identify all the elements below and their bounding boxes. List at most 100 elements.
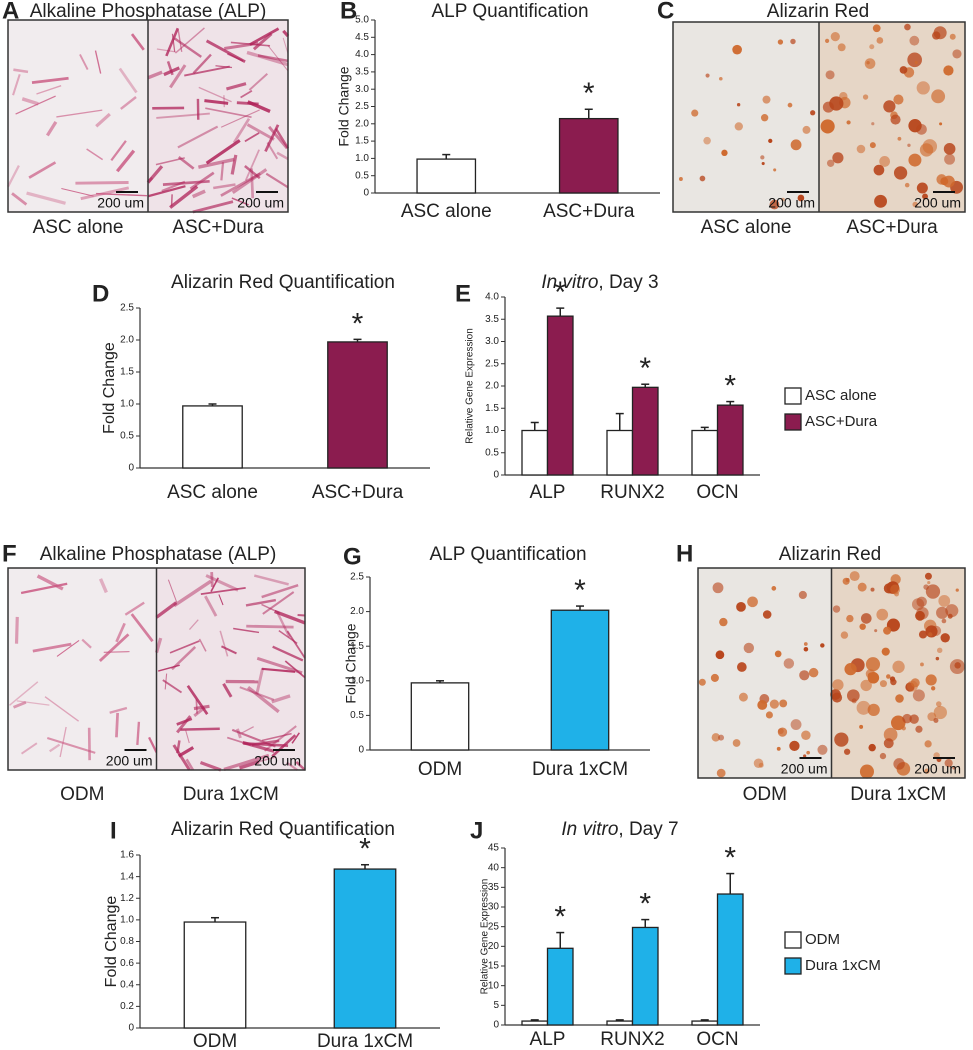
- stain-fiber: [59, 726, 67, 758]
- micrograph-background: [8, 20, 148, 212]
- stain-nodule: [920, 662, 924, 667]
- micrograph-background: [156, 568, 305, 770]
- panel-title: Alizarin Red: [767, 1, 869, 22]
- stain-nodule: [765, 711, 773, 719]
- stain-fiber: [221, 645, 237, 655]
- y-tick-label: 2.0: [120, 335, 134, 346]
- stain-nodule: [883, 727, 898, 742]
- x-tick-label: Dura 1xCM: [532, 759, 628, 780]
- stain-fiber: [231, 168, 268, 195]
- stain-nodule: [743, 642, 755, 654]
- stain-nodule: [856, 700, 871, 715]
- legend-label: ASC alone: [805, 387, 877, 404]
- stain-nodule: [753, 758, 764, 769]
- bar: [691, 1020, 719, 1026]
- stain-nodule: [952, 49, 962, 59]
- y-tick-label: 1.0: [350, 675, 364, 686]
- y-tick-label: 35: [488, 882, 500, 893]
- stain-nodule: [923, 584, 929, 590]
- bar: [550, 609, 610, 751]
- y-axis-label: Relative Gene Expression: [480, 879, 491, 995]
- stain-fiber: [215, 65, 233, 69]
- stain-nodule: [940, 633, 950, 643]
- stain-fiber: [115, 149, 136, 173]
- bar: [546, 315, 574, 476]
- stain-fiber: [232, 117, 251, 144]
- stain-nodule: [803, 642, 808, 646]
- stain-nodule: [859, 724, 864, 729]
- stain-fiber: [219, 630, 229, 657]
- stain-nodule: [711, 733, 721, 742]
- image-caption: ODM: [60, 784, 104, 805]
- x-tick-label: ASC+Dura: [312, 482, 404, 503]
- stain-nodule: [912, 689, 925, 702]
- stain-fiber: [184, 65, 230, 77]
- chart-title: In vitro, Day 7: [561, 819, 678, 840]
- stain-nodule: [799, 670, 810, 681]
- micrograph-background: [148, 20, 288, 212]
- legend-swatch: [784, 931, 802, 949]
- y-axis-label: Fold Change: [101, 342, 118, 434]
- stain-fiber: [166, 60, 174, 76]
- stain-nodule: [790, 139, 802, 151]
- stain-nodule: [771, 586, 777, 591]
- stain-nodule: [851, 698, 857, 704]
- stain-fiber: [171, 33, 176, 52]
- panel-letter: I: [110, 817, 117, 844]
- stain-fiber: [12, 700, 27, 709]
- stain-fiber: [186, 685, 209, 715]
- stain-fiber: [164, 673, 168, 690]
- title-part: , Day 7: [618, 819, 678, 840]
- y-tick-label: 4.0: [485, 292, 499, 303]
- stain-nodule: [721, 149, 728, 157]
- y-tick-label: 1.6: [120, 850, 134, 861]
- stain-nodule: [769, 199, 780, 210]
- stain-fiber: [205, 139, 241, 165]
- stain-fiber: [261, 603, 281, 614]
- stain-nodule: [938, 595, 951, 607]
- stain-fiber: [172, 744, 191, 771]
- stain-fiber: [220, 172, 261, 197]
- stain-nodule: [834, 732, 849, 747]
- stain-nodule: [820, 119, 835, 134]
- panel-title: Alizarin Red: [779, 544, 881, 565]
- stain-fiber: [193, 706, 206, 717]
- stain-nodule: [949, 33, 956, 40]
- stain-nodule: [832, 692, 843, 703]
- stain-fiber: [274, 127, 290, 149]
- stain-fiber: [226, 52, 244, 62]
- stain-nodule: [925, 674, 937, 686]
- scale-label: 200 um: [781, 761, 828, 777]
- y-tick-label: 1.0: [120, 399, 134, 410]
- significance-mark: *: [359, 833, 371, 866]
- stain-nodule: [760, 155, 765, 160]
- stain-fiber: [118, 67, 138, 94]
- stain-fiber: [255, 668, 265, 695]
- stain-fiber: [224, 41, 259, 51]
- stain-nodule: [699, 175, 706, 182]
- stain-nodule: [907, 52, 922, 68]
- stain-nodule: [879, 156, 891, 167]
- stain-nodule: [762, 610, 772, 619]
- stain-fiber: [95, 112, 111, 128]
- stain-fiber: [26, 191, 66, 205]
- stain-fiber: [174, 27, 205, 54]
- micrograph: [7, 20, 148, 212]
- stain-fiber: [204, 99, 229, 105]
- stain-fiber: [192, 53, 212, 75]
- stain-nodule: [902, 713, 912, 724]
- legend-label: ASC+Dura: [805, 413, 878, 430]
- bar: [521, 429, 549, 476]
- stain-fiber: [170, 194, 173, 207]
- stain-nodule: [859, 764, 874, 779]
- x-tick-label: ASC alone: [167, 482, 258, 503]
- stain-nodule: [832, 679, 844, 691]
- stain-nodule: [762, 95, 771, 104]
- y-tick-label: 3.5: [355, 67, 369, 78]
- y-axis-label: Fold Change: [343, 623, 359, 703]
- y-tick-label: 4.0: [355, 49, 369, 60]
- stain-nodule: [801, 730, 811, 741]
- stain-fiber: [195, 699, 198, 714]
- x-tick-label: ASC alone: [401, 201, 492, 222]
- stain-nodule: [952, 766, 956, 770]
